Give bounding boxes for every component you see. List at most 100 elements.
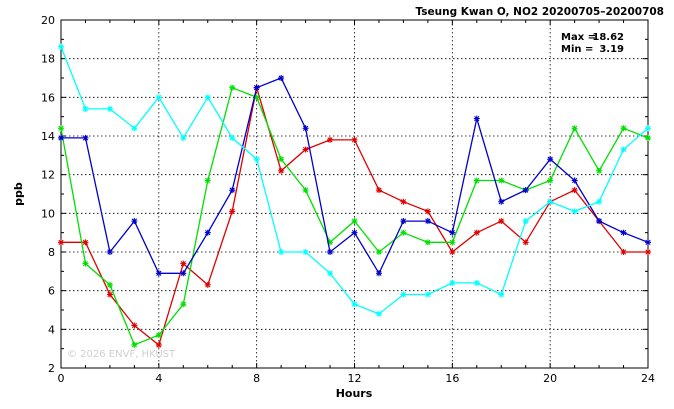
data-point bbox=[180, 270, 187, 277]
data-point bbox=[424, 291, 431, 298]
data-point bbox=[131, 322, 138, 329]
x-tick-label: 12 bbox=[348, 372, 362, 385]
data-point bbox=[400, 198, 407, 205]
data-point bbox=[547, 156, 554, 163]
data-point bbox=[302, 249, 309, 255]
y-tick-label: 2 bbox=[48, 362, 55, 375]
series-2 bbox=[58, 84, 651, 348]
data-point bbox=[82, 260, 89, 267]
watermark: © 2026 ENVF, HKUST bbox=[67, 349, 176, 360]
data-point bbox=[302, 146, 309, 153]
data-point bbox=[596, 198, 603, 205]
y-tick-label: 18 bbox=[41, 53, 55, 66]
data-point bbox=[302, 125, 309, 132]
series-3 bbox=[58, 75, 651, 277]
y-tick-label: 16 bbox=[41, 91, 55, 104]
data-point bbox=[351, 136, 358, 143]
data-point bbox=[155, 270, 162, 277]
data-point bbox=[82, 134, 89, 141]
data-point bbox=[645, 249, 651, 255]
data-point bbox=[473, 115, 480, 122]
x-tick-label: 20 bbox=[543, 372, 557, 385]
data-point bbox=[498, 291, 505, 298]
data-point bbox=[473, 279, 480, 286]
y-tick-label: 14 bbox=[41, 130, 55, 143]
data-point bbox=[473, 229, 480, 236]
data-point bbox=[82, 239, 89, 246]
data-point bbox=[155, 94, 162, 101]
chart-title: Tseung Kwan O, NO2 20200705–20200708 bbox=[416, 6, 664, 18]
data-point bbox=[229, 208, 236, 215]
data-point bbox=[424, 208, 431, 215]
data-point bbox=[620, 146, 627, 153]
data-point bbox=[571, 208, 578, 215]
data-point bbox=[58, 239, 64, 246]
x-axis-label: Hours bbox=[336, 387, 373, 400]
data-point bbox=[155, 332, 162, 339]
data-point bbox=[449, 279, 456, 286]
data-point bbox=[204, 94, 211, 101]
min-value: 3.19 bbox=[599, 44, 624, 55]
y-tick-label: 4 bbox=[48, 323, 55, 336]
data-point bbox=[180, 134, 187, 141]
stats-box: Max = 18.62 Min = 3.19 bbox=[561, 32, 624, 55]
data-point bbox=[58, 43, 64, 50]
data-point bbox=[278, 167, 285, 174]
data-point bbox=[229, 134, 236, 141]
data-point bbox=[278, 249, 285, 255]
data-point bbox=[106, 281, 113, 288]
max-label: Max = bbox=[561, 32, 596, 43]
data-point bbox=[645, 239, 651, 246]
data-point bbox=[424, 239, 431, 246]
data-point bbox=[58, 134, 64, 141]
data-point bbox=[620, 125, 627, 132]
x-tick-label: 16 bbox=[445, 372, 459, 385]
x-tick-label: 24 bbox=[641, 372, 655, 385]
data-point bbox=[82, 105, 89, 112]
data-point bbox=[278, 75, 285, 81]
x-tick-label: 4 bbox=[155, 372, 162, 385]
data-point bbox=[229, 187, 236, 194]
data-point bbox=[106, 249, 113, 255]
data-point bbox=[645, 125, 651, 132]
data-point bbox=[400, 229, 407, 236]
data-point bbox=[375, 270, 382, 277]
x-axis: 0 4 8 12 16 20 24 bbox=[58, 20, 655, 385]
data-point bbox=[204, 281, 211, 288]
data-point bbox=[106, 105, 113, 112]
data-point bbox=[424, 218, 431, 225]
data-point bbox=[131, 125, 138, 132]
data-point bbox=[571, 125, 578, 132]
series-4 bbox=[58, 43, 651, 317]
data-point bbox=[131, 218, 138, 225]
data-point bbox=[498, 177, 505, 184]
data-point bbox=[327, 270, 334, 277]
y-tick-label: 6 bbox=[48, 285, 55, 298]
data-point bbox=[180, 301, 187, 308]
data-point bbox=[596, 218, 603, 225]
y-tick-label: 20 bbox=[41, 14, 55, 27]
grid bbox=[61, 20, 648, 368]
data-point bbox=[375, 310, 382, 317]
data-point bbox=[155, 341, 162, 348]
y-tick-label: 8 bbox=[48, 246, 55, 259]
data-point bbox=[375, 187, 382, 194]
data-point bbox=[229, 84, 236, 91]
data-point bbox=[302, 187, 309, 194]
data-point bbox=[204, 177, 211, 184]
data-point bbox=[473, 177, 480, 184]
data-point bbox=[449, 229, 456, 236]
max-value: 18.62 bbox=[592, 32, 624, 43]
data-point bbox=[645, 134, 651, 141]
y-axis: 2 4 6 8 10 12 14 16 18 20 bbox=[41, 14, 648, 375]
x-tick-label: 8 bbox=[253, 372, 260, 385]
data-point bbox=[620, 229, 627, 236]
data-point bbox=[571, 177, 578, 184]
data-point bbox=[351, 229, 358, 236]
data-point bbox=[522, 187, 529, 194]
data-point bbox=[351, 218, 358, 225]
data-point bbox=[204, 229, 211, 236]
data-point bbox=[571, 187, 578, 194]
data-point bbox=[253, 84, 260, 91]
